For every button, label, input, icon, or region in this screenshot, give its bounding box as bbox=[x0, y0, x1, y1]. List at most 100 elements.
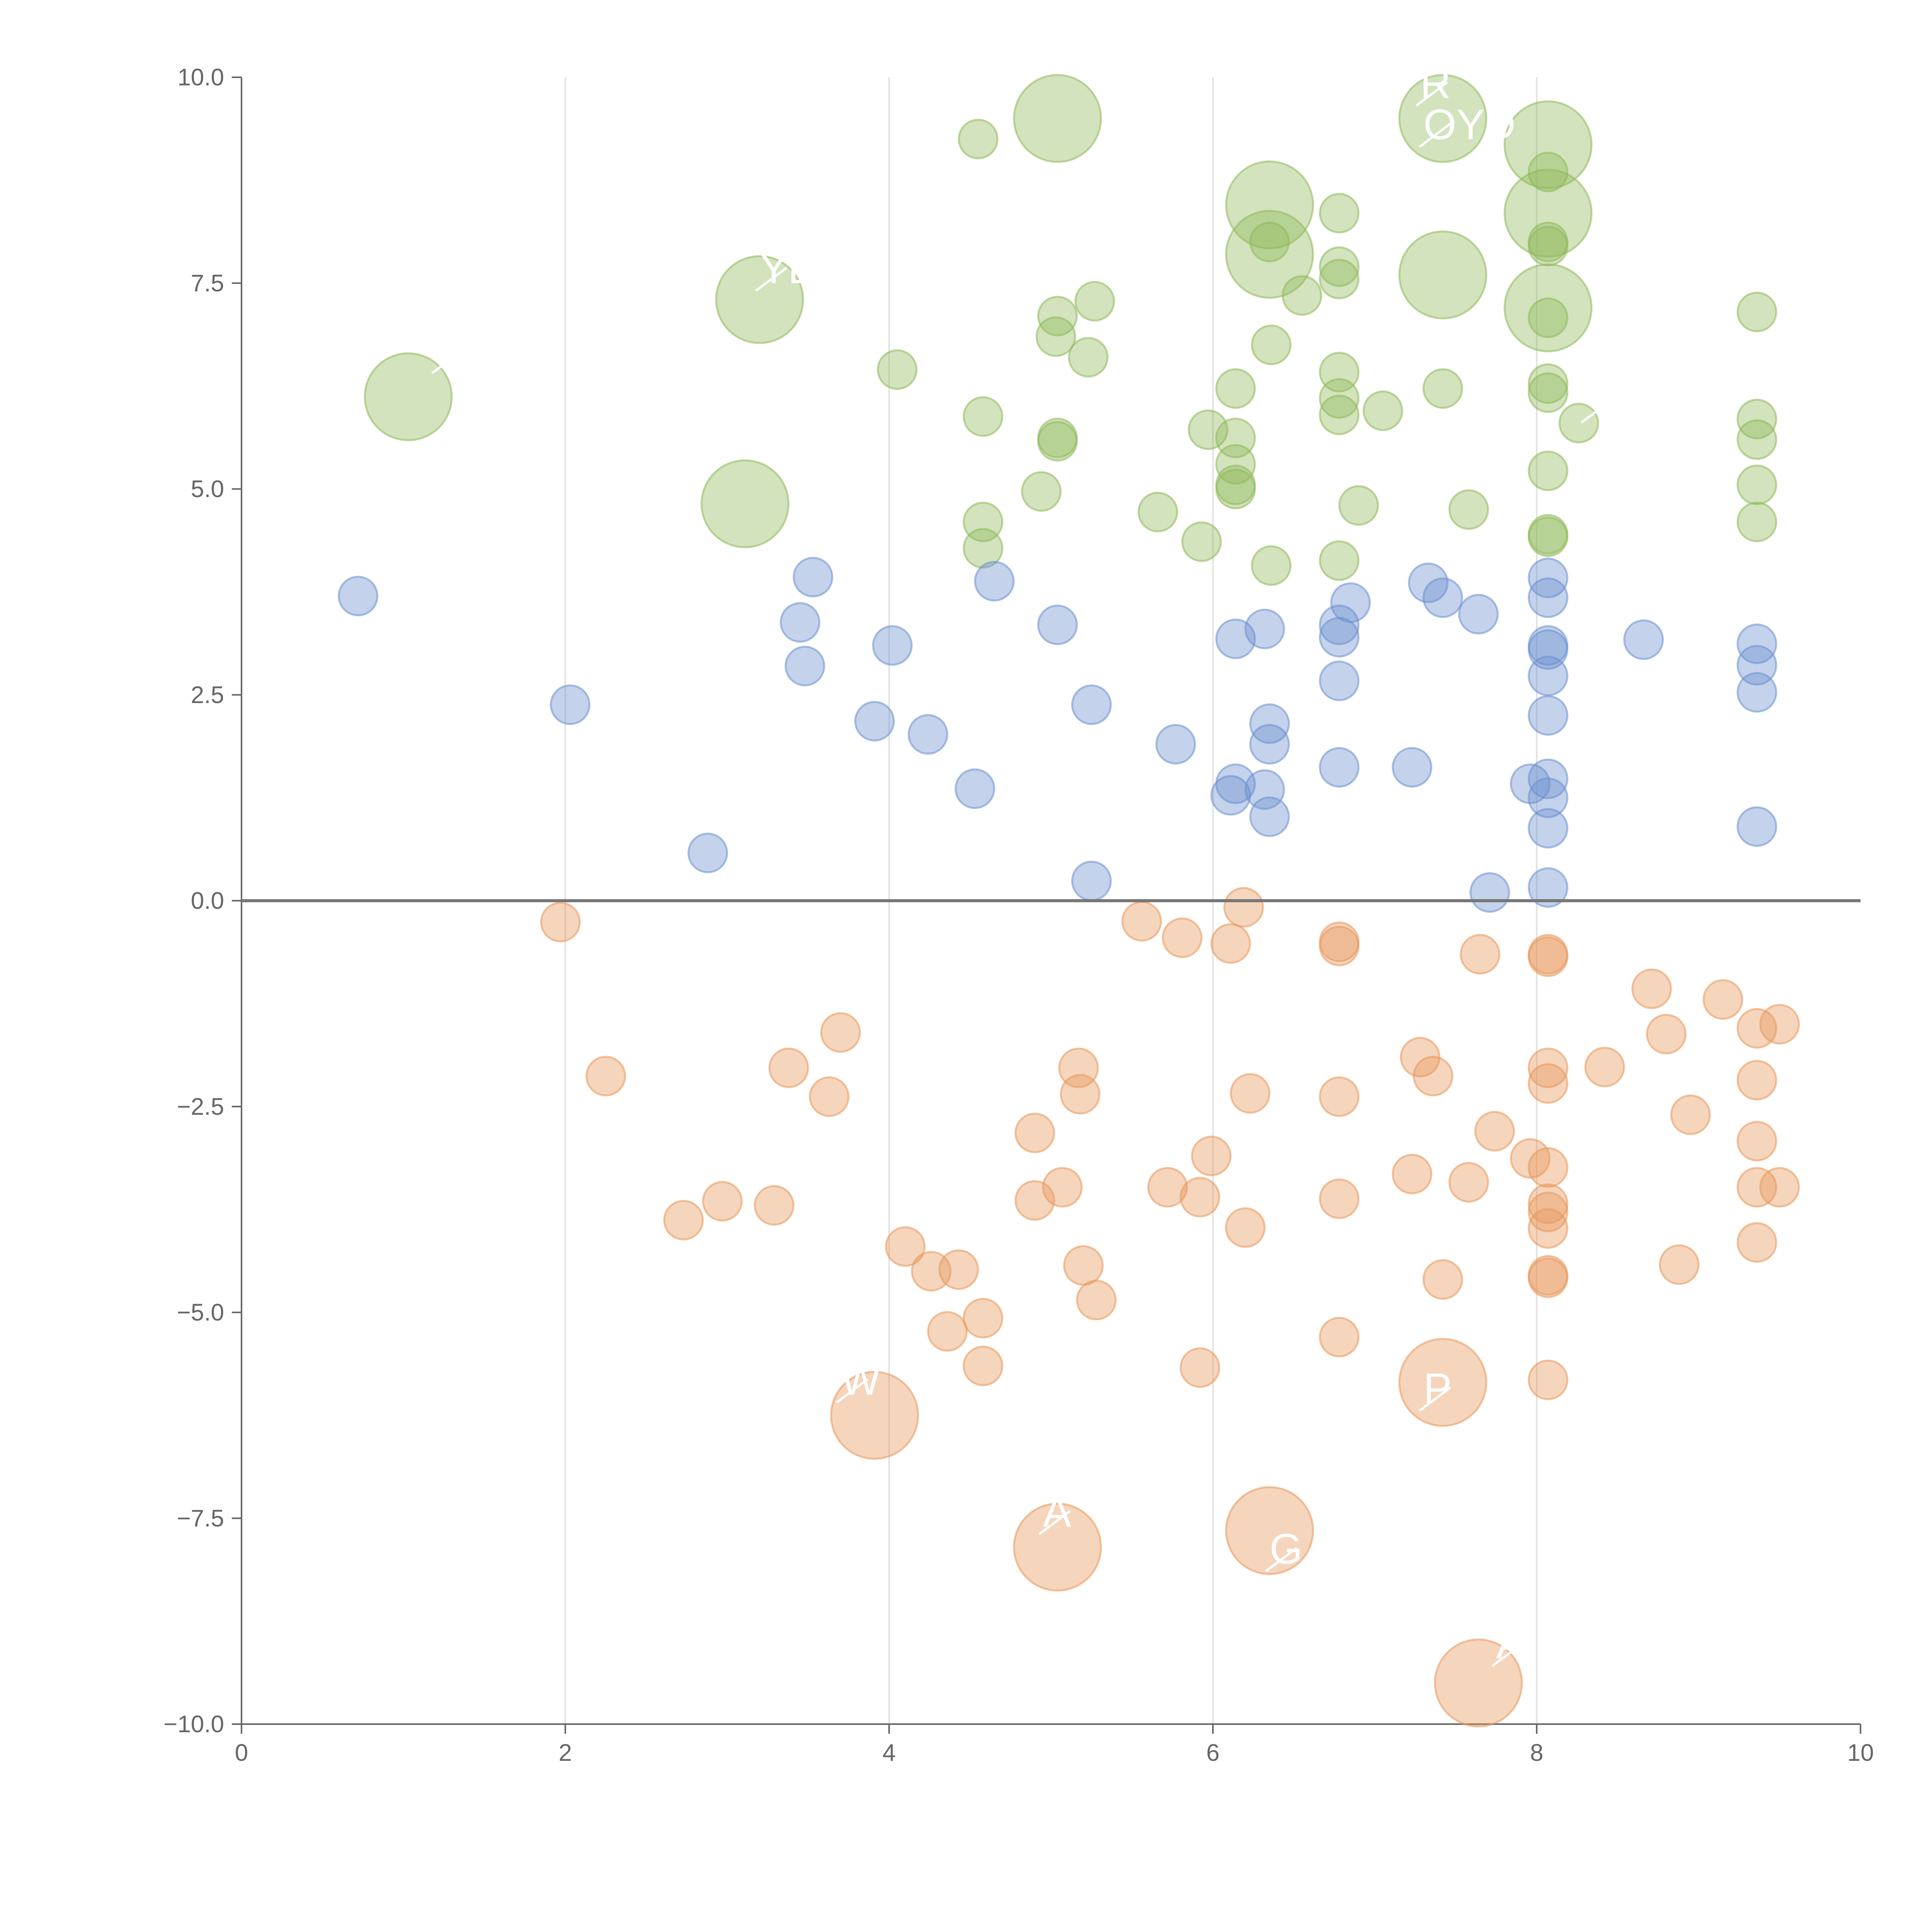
green-point bbox=[1558, 403, 1599, 444]
green-point bbox=[1181, 521, 1222, 562]
y-tick-label: 2.5 bbox=[191, 682, 224, 708]
orange-point bbox=[1646, 1014, 1687, 1054]
green-point bbox=[1037, 296, 1078, 337]
orange-point bbox=[1527, 1147, 1568, 1188]
orange-large-bubble bbox=[1013, 1502, 1102, 1592]
blue-point bbox=[784, 646, 825, 687]
green-point bbox=[1527, 297, 1568, 338]
orange-point bbox=[820, 1012, 861, 1053]
green-point bbox=[1319, 395, 1360, 435]
green-point bbox=[1319, 246, 1360, 287]
label-leader-line bbox=[755, 267, 787, 292]
green-large-bubble bbox=[1225, 210, 1314, 299]
blue-point bbox=[1736, 806, 1777, 847]
green-point bbox=[1362, 390, 1403, 431]
orange-point bbox=[1759, 1004, 1800, 1045]
label-leader-line bbox=[431, 349, 464, 374]
label-leader-line bbox=[1265, 1547, 1298, 1572]
blue-point bbox=[954, 768, 995, 809]
orange-point bbox=[1736, 1121, 1777, 1162]
blue-point bbox=[908, 714, 949, 755]
y-tick-label: 7.5 bbox=[191, 270, 224, 297]
blue-point bbox=[687, 832, 728, 873]
green-point bbox=[1448, 489, 1489, 530]
blue-point bbox=[1527, 867, 1568, 908]
blue-point bbox=[1408, 562, 1449, 603]
blue-point bbox=[1736, 623, 1777, 664]
blue-point bbox=[1527, 577, 1568, 618]
orange-point bbox=[1319, 1316, 1360, 1357]
orange-point bbox=[1584, 1046, 1625, 1087]
x-tick-label: 6 bbox=[1206, 1740, 1219, 1766]
orange-point bbox=[809, 1076, 850, 1117]
blue-point bbox=[1469, 872, 1510, 913]
blue-point bbox=[1037, 604, 1078, 645]
green-point bbox=[1249, 221, 1290, 262]
orange-point bbox=[1179, 1347, 1220, 1388]
orange-point bbox=[927, 1311, 968, 1352]
label-leader-line bbox=[1415, 81, 1448, 107]
y-tick-label: −5.0 bbox=[177, 1299, 224, 1326]
orange-point bbox=[663, 1200, 704, 1241]
green-large-bubble bbox=[1398, 74, 1487, 163]
orange-point bbox=[1527, 1359, 1568, 1400]
orange-point bbox=[1527, 1183, 1568, 1224]
green-large-bubble bbox=[1398, 230, 1487, 320]
x-tick-label: 2 bbox=[559, 1740, 572, 1766]
green-point bbox=[1021, 471, 1062, 512]
label-leader-line bbox=[1418, 1386, 1451, 1412]
green-point bbox=[963, 396, 1003, 437]
bubble-label: W bbox=[840, 1357, 881, 1404]
green-point bbox=[957, 119, 998, 160]
bubble-label: V bbox=[1585, 377, 1614, 424]
green-point bbox=[1319, 259, 1360, 299]
orange-point bbox=[1210, 923, 1251, 964]
bubble-label: YD bbox=[760, 245, 819, 293]
orange-point bbox=[885, 1226, 926, 1267]
green-point bbox=[1036, 316, 1077, 357]
green-point bbox=[1215, 469, 1256, 509]
axes: 0 2 4 6 8 10 10.0 7.5 5.0 2.5 0.0 −2.5 −5.0 −7.5 −10.0 bbox=[163, 64, 1874, 1766]
green-large-bubble bbox=[1225, 160, 1314, 250]
blue-point bbox=[1249, 796, 1290, 837]
bubble-label: A bbox=[1043, 1488, 1071, 1536]
blue-point bbox=[1244, 769, 1285, 810]
green-point bbox=[1527, 516, 1568, 557]
orange-point bbox=[1659, 1244, 1700, 1285]
orange-point bbox=[585, 1056, 626, 1097]
blue-point bbox=[1527, 777, 1568, 818]
orange-point bbox=[1448, 1162, 1489, 1203]
green-point bbox=[1736, 419, 1777, 460]
x-tick-label: 4 bbox=[883, 1740, 896, 1766]
orange-point bbox=[1736, 1060, 1777, 1101]
blue-point bbox=[1527, 808, 1568, 849]
orange-point bbox=[1319, 1178, 1360, 1219]
blue-point bbox=[338, 576, 379, 617]
orange-point bbox=[1063, 1245, 1104, 1286]
orange-point bbox=[1631, 968, 1672, 1009]
green-large-bubble bbox=[1503, 100, 1593, 189]
orange-point bbox=[1527, 1063, 1568, 1104]
blue-point bbox=[1155, 724, 1196, 765]
orange-point bbox=[938, 1249, 979, 1290]
green-point bbox=[1251, 325, 1292, 366]
orange-point bbox=[1422, 1259, 1463, 1300]
orange-point bbox=[1702, 979, 1743, 1020]
green-point bbox=[1527, 372, 1568, 413]
orange-point bbox=[1527, 936, 1568, 977]
orange-point bbox=[963, 1298, 1003, 1338]
green-point bbox=[1215, 368, 1256, 409]
bubble-label: P bbox=[1423, 1365, 1452, 1412]
orange-point bbox=[1191, 1136, 1232, 1177]
green-large-bubble bbox=[1013, 74, 1102, 163]
orange-point bbox=[1319, 925, 1360, 966]
orange-point bbox=[1527, 1048, 1568, 1088]
label-leader-line bbox=[1492, 1642, 1524, 1667]
orange-point bbox=[1474, 1111, 1515, 1152]
y-tick-label: 0.0 bbox=[191, 888, 224, 914]
orange-point bbox=[1162, 917, 1202, 958]
orange-point bbox=[1076, 1280, 1117, 1321]
green-large-bubble bbox=[701, 459, 790, 548]
orange-point bbox=[1179, 1177, 1220, 1218]
green-point bbox=[1338, 485, 1379, 526]
